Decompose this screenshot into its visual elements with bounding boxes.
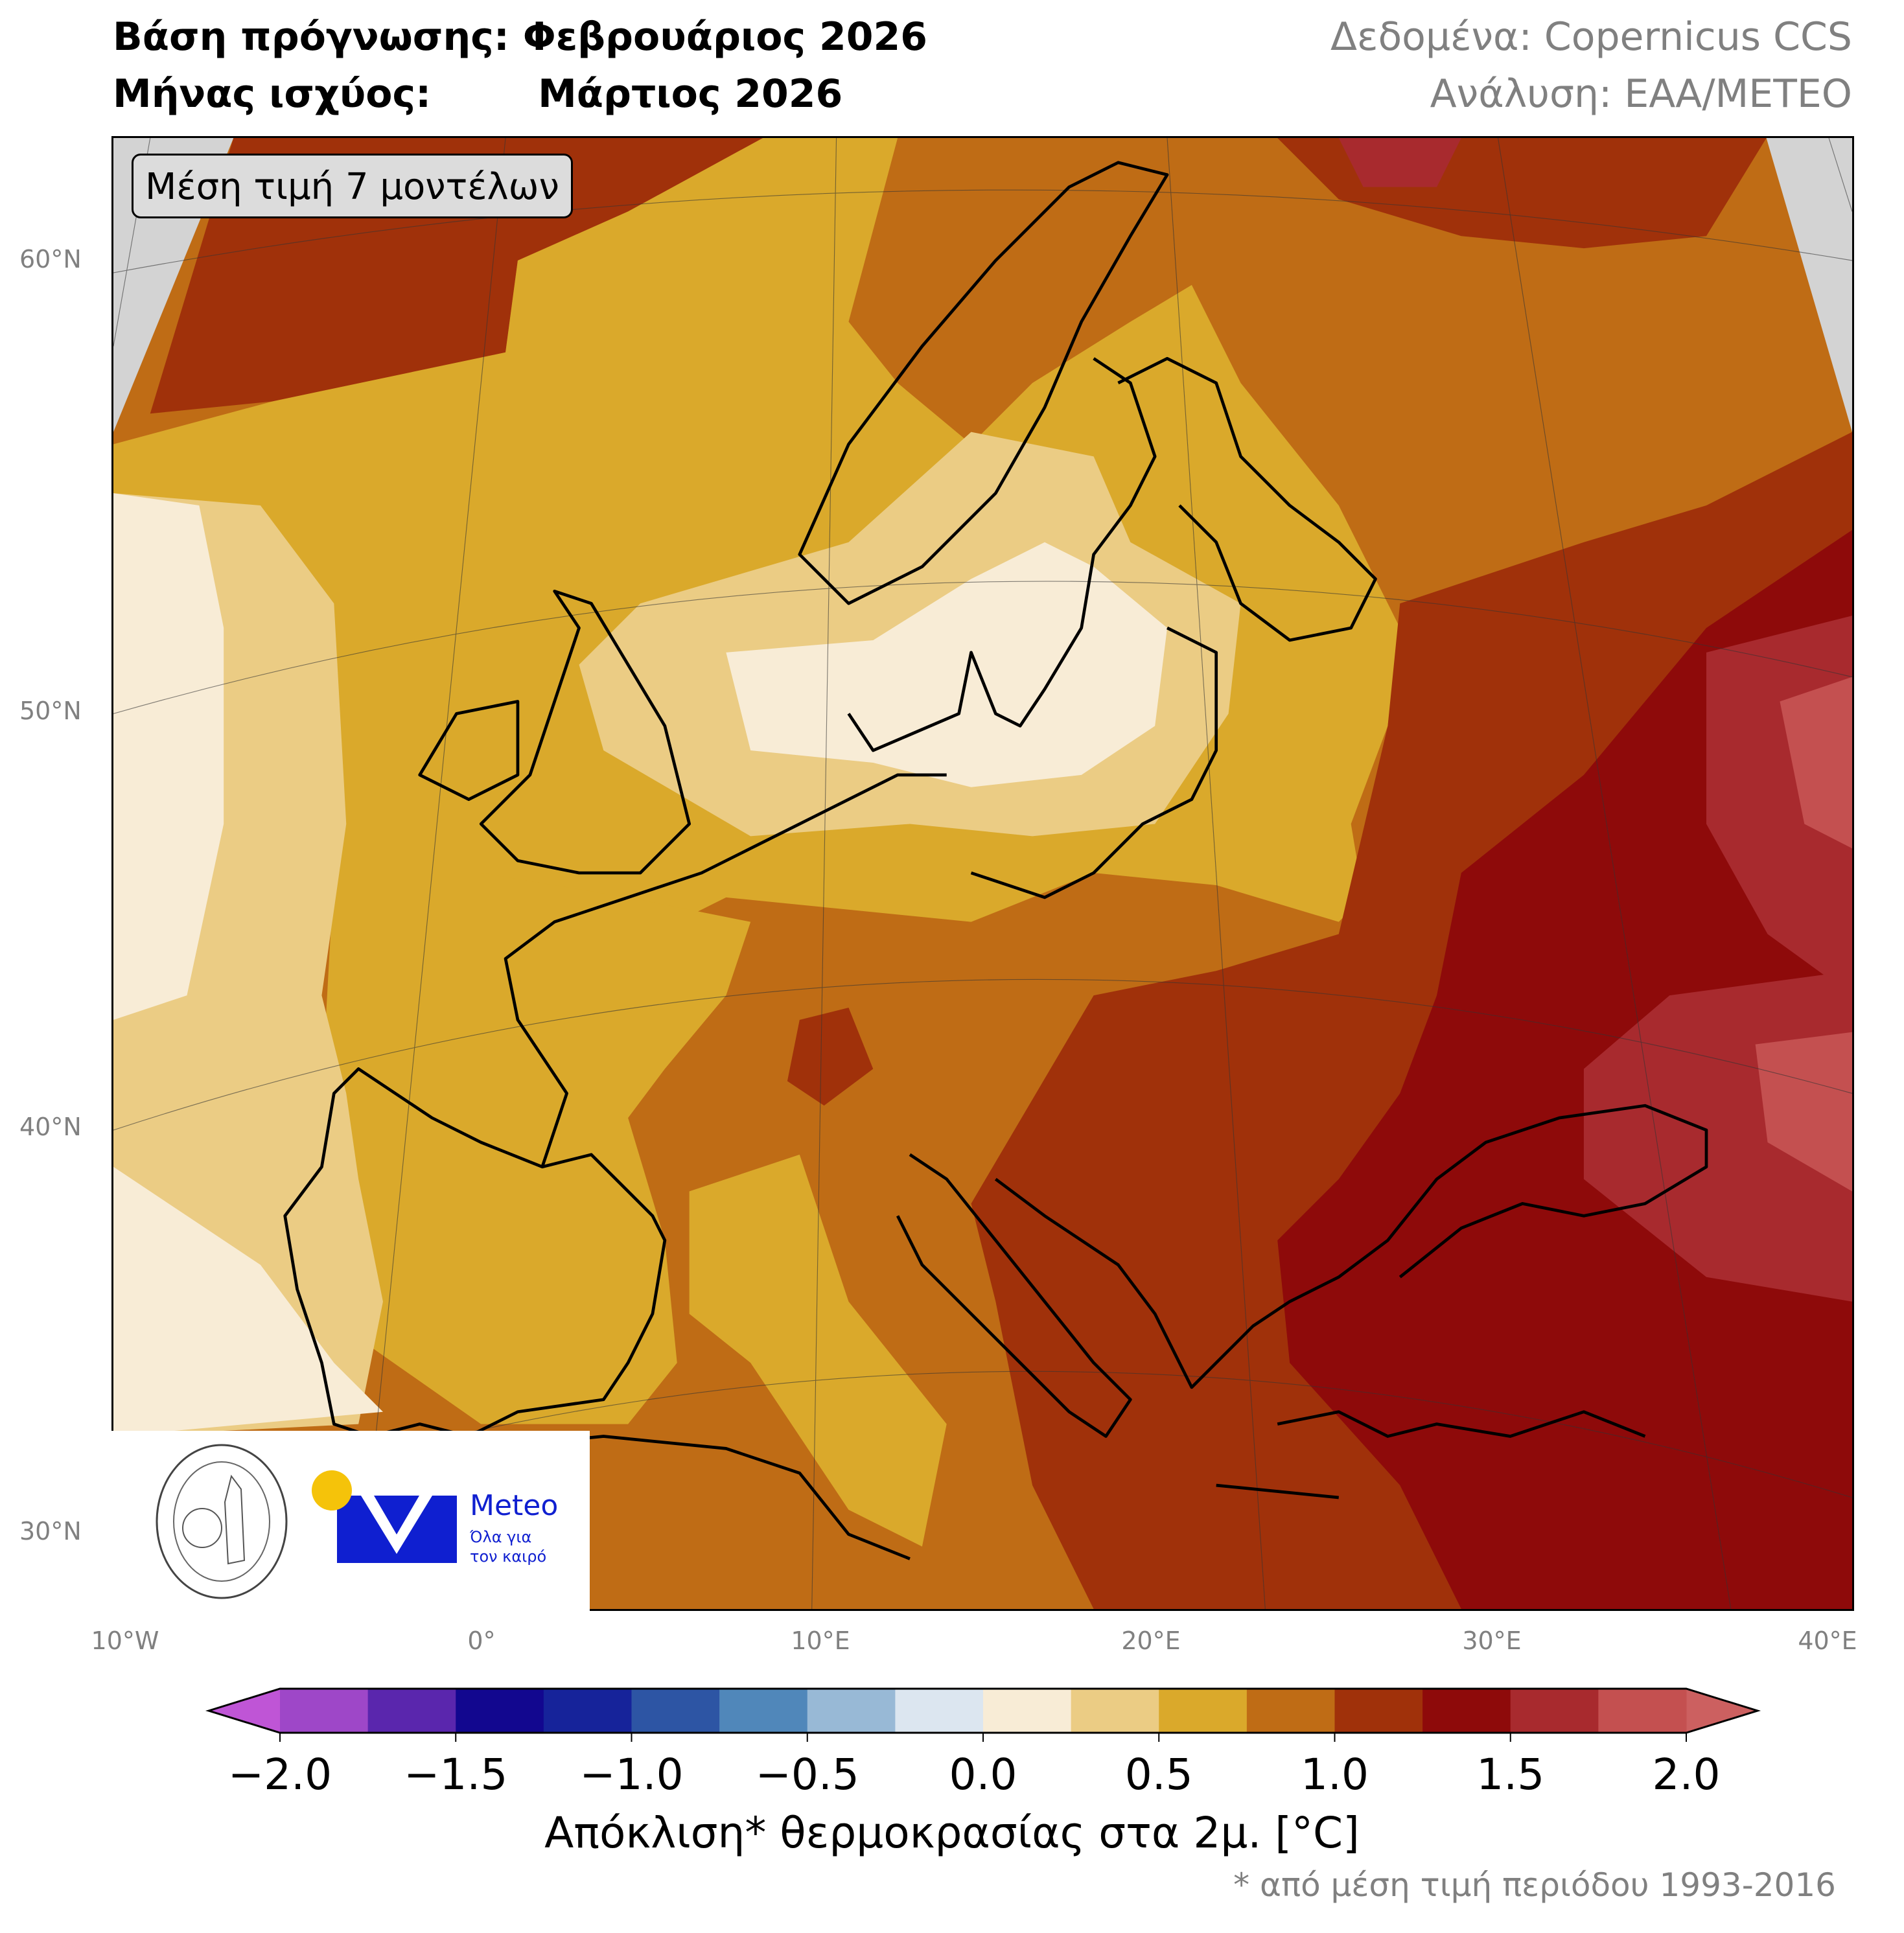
- lat-label: 30°N: [19, 1517, 82, 1545]
- valid-month-label: Μήνας ισχύος: Μάρτιος 2026: [113, 71, 843, 117]
- anomaly-1.75-2.0: [1755, 1032, 1852, 1192]
- lat-label: 40°N: [19, 1113, 82, 1141]
- meteo-name: Meteo: [470, 1489, 559, 1522]
- colorbar-tick-label: 0.5: [1124, 1750, 1193, 1800]
- colorbar-tick-label: 0.0: [949, 1750, 1017, 1800]
- anomaly-1.0-1.25: [787, 1007, 874, 1106]
- colorbar-bin: [1159, 1689, 1248, 1733]
- lon-label: 10°W: [91, 1626, 159, 1655]
- lat-label: 60°N: [19, 245, 82, 273]
- anomaly-0.0-0.25: [113, 493, 224, 1020]
- colorbar-bin: [983, 1689, 1072, 1733]
- anomaly-0.5-0.75: [321, 873, 751, 1424]
- colorbar-tick-label: −0.5: [755, 1750, 859, 1800]
- anomaly-0.0-0.25: [726, 542, 1168, 787]
- lon-label: 0°: [467, 1626, 496, 1655]
- colorbar-tick-label: −1.0: [579, 1750, 684, 1800]
- lon-label: 40°E: [1798, 1626, 1857, 1655]
- temperature-anomaly-map: [111, 136, 1854, 1611]
- colorbar-under-arrow: [209, 1689, 280, 1733]
- lon-label: 10°E: [791, 1626, 850, 1655]
- missing-area: [1766, 138, 1852, 432]
- anomaly-0.5-0.75: [689, 1154, 947, 1547]
- lat-label: 50°N: [19, 697, 82, 725]
- analysis-credit: Ανάλυση: ΕΑΑ/METEO: [1430, 71, 1852, 117]
- colorbar-bin: [1071, 1689, 1159, 1733]
- colorbar-bin: [631, 1689, 720, 1733]
- colorbar-bin: [1510, 1689, 1599, 1733]
- colorbar-bin: [280, 1689, 369, 1733]
- colorbar-bin: [1334, 1689, 1423, 1733]
- logos-panel: Meteo Όλα για τον καιρό: [111, 1431, 590, 1611]
- map-canvas: [113, 138, 1852, 1609]
- colorbar-label: Απόκλιση* θερμοκρασίας στα 2μ. [°C]: [544, 1808, 1360, 1858]
- colorbar-tick-label: 1.0: [1301, 1750, 1369, 1800]
- anomaly-1.5-1.75: [1338, 138, 1461, 187]
- lon-label: 20°E: [1121, 1626, 1181, 1655]
- model-mean-label: Μέση τιμή 7 μοντέλων: [132, 154, 573, 218]
- colorbar-tick-label: −2.0: [227, 1750, 332, 1800]
- meteo-logo: [312, 1470, 457, 1563]
- colorbar-bin: [543, 1689, 632, 1733]
- colorbar-bin: [456, 1689, 544, 1733]
- baseline-footnote: * από μέση τιμή περιόδου 1993-2016: [1233, 1866, 1836, 1904]
- colorbar-tick-label: 2.0: [1652, 1750, 1721, 1800]
- meteo-slogan: τον καιρό: [470, 1547, 547, 1566]
- colorbar-over-arrow: [1686, 1689, 1758, 1733]
- lon-label: 30°E: [1462, 1626, 1522, 1655]
- anomaly-0.0-0.25: [113, 1166, 383, 1437]
- noa-seal-logo: [156, 1444, 288, 1599]
- colorbar-bin: [807, 1689, 896, 1733]
- forecast-base-label: Βάση πρόγνωσης: Φεβρουάριος 2026: [113, 14, 927, 60]
- colorbar-bin: [1598, 1689, 1687, 1733]
- logos-art: [156, 1444, 457, 1599]
- colorbar-tick-label: 1.5: [1476, 1750, 1545, 1800]
- colorbar-bin: [719, 1689, 808, 1733]
- anomaly-1.75-2.0: [1780, 677, 1852, 849]
- colorbar-bin: [1422, 1689, 1511, 1733]
- colorbar-bin: [895, 1689, 984, 1733]
- data-source: Δεδομένα: Copernicus CCS: [1330, 14, 1852, 60]
- colorbar-bin: [367, 1689, 456, 1733]
- colorbar: [205, 1687, 1761, 1742]
- meteo-slogan: Όλα για: [470, 1528, 532, 1546]
- colorbar-tick-label: −1.5: [404, 1750, 508, 1800]
- graticule: [113, 138, 1852, 1609]
- colorbar-bin: [1246, 1689, 1335, 1733]
